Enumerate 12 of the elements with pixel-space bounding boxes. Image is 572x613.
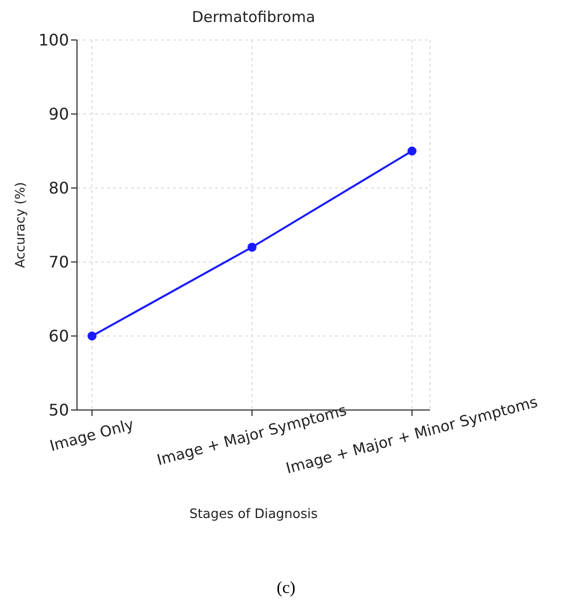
- x-axis-title: Stages of Diagnosis: [189, 507, 318, 522]
- y-tick-label: 70: [48, 252, 69, 272]
- y-tick-label: 60: [48, 326, 69, 346]
- text: (c): [276, 578, 296, 598]
- point: [408, 146, 416, 156]
- y-tick-label: 90: [48, 104, 69, 124]
- y-axis-title: Accuracy (%): [14, 182, 29, 268]
- y-tick-label: 80: [48, 178, 69, 198]
- chart-title: Dermatofibroma: [190, 8, 316, 26]
- y-tick-label: 100: [38, 30, 69, 50]
- point: [88, 332, 96, 340]
- point: [248, 242, 256, 252]
